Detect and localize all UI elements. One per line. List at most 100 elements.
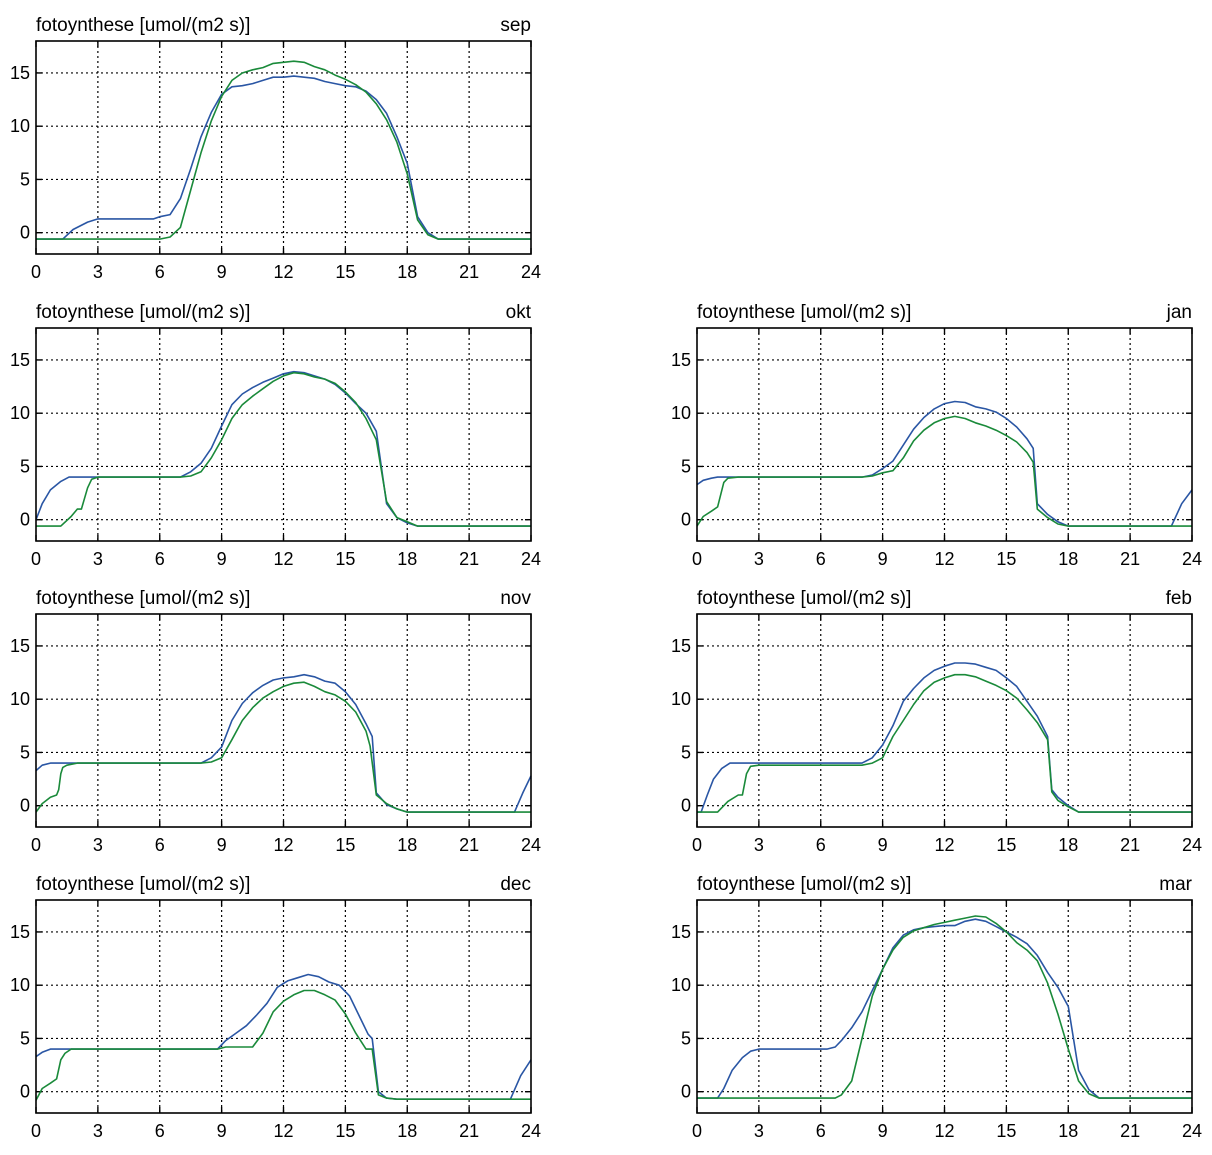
y-tick-label: 15 xyxy=(10,350,30,370)
x-tick-label: 18 xyxy=(1058,835,1078,855)
series-line-2 xyxy=(35,681,531,813)
panel-month-label: jan xyxy=(1166,302,1192,323)
series-line-2 xyxy=(697,915,1192,1099)
x-tick-label: 21 xyxy=(459,549,479,569)
x-tick-label: 12 xyxy=(273,262,293,282)
x-tick-label: 18 xyxy=(1058,1121,1078,1141)
x-tick-label: 9 xyxy=(217,549,227,569)
y-axis-label: fotoynthese [umol/(m2 s)] xyxy=(697,588,911,609)
series-line-1 xyxy=(697,918,1192,1099)
x-tick-label: 21 xyxy=(459,835,479,855)
y-axis-label: fotoynthese [umol/(m2 s)] xyxy=(36,588,250,609)
y-tick-label: 5 xyxy=(20,456,30,476)
chart-panel-feb: fotoynthese [umol/(m2 s)] feb 0 3 6 9 12 15 18 21… xyxy=(671,588,1202,855)
x-tick-label: 9 xyxy=(217,1121,227,1141)
y-tick-label: 5 xyxy=(681,1028,691,1048)
chart-panel-sep: fotoynthese [umol/(m2 s)] sep 0 3 6 9 12 15 18 21… xyxy=(10,15,541,282)
plot-frame xyxy=(35,40,532,255)
x-tick-label: 15 xyxy=(335,549,355,569)
x-tick-label: 9 xyxy=(217,262,227,282)
y-tick-label: 15 xyxy=(671,922,691,942)
y-axis-label: fotoynthese [umol/(m2 s)] xyxy=(697,874,911,895)
x-tick-label: 15 xyxy=(335,1121,355,1141)
series-line-2 xyxy=(36,371,531,527)
y-tick-label: 10 xyxy=(671,975,691,995)
plot-frame xyxy=(35,327,532,542)
x-tick-label: 21 xyxy=(1120,835,1140,855)
x-tick-label: 6 xyxy=(155,262,165,282)
panel-month-label: feb xyxy=(1166,588,1192,609)
y-tick-label: 15 xyxy=(671,636,691,656)
y-tick-label: 10 xyxy=(10,689,30,709)
plot-frame xyxy=(696,613,1193,828)
plot-frame xyxy=(35,899,532,1114)
x-tick-label: 15 xyxy=(335,262,355,282)
y-tick-label: 0 xyxy=(20,510,30,530)
x-tick-label: 15 xyxy=(996,549,1016,569)
y-tick-label: 10 xyxy=(10,975,30,995)
x-tick-label: 3 xyxy=(93,1121,103,1141)
x-tick-label: 9 xyxy=(878,835,888,855)
y-tick-label: 0 xyxy=(20,1082,30,1102)
chart-panel-nov: fotoynthese [umol/(m2 s)] nov 0 3 6 9 12 15 18 21… xyxy=(10,588,541,855)
x-tick-label: 21 xyxy=(1120,549,1140,569)
x-tick-label: 21 xyxy=(459,1121,479,1141)
x-tick-label: 6 xyxy=(155,835,165,855)
x-tick-label: 0 xyxy=(31,262,41,282)
y-axis-label: fotoynthese [umol/(m2 s)] xyxy=(697,302,911,323)
series-line-1 xyxy=(697,662,1192,813)
y-tick-label: 10 xyxy=(10,116,30,136)
series-line-1 xyxy=(36,75,531,240)
x-tick-label: 12 xyxy=(273,549,293,569)
x-tick-label: 21 xyxy=(459,262,479,282)
y-tick-label: 15 xyxy=(671,350,691,370)
series-line-2 xyxy=(696,415,1192,527)
panel-month-label: dec xyxy=(500,874,531,895)
x-tick-label: 24 xyxy=(1182,549,1202,569)
x-tick-label: 12 xyxy=(273,1121,293,1141)
x-tick-label: 24 xyxy=(521,1121,541,1141)
panel-month-label: okt xyxy=(506,302,532,323)
series-line-2 xyxy=(697,673,1192,813)
y-tick-label: 5 xyxy=(20,1028,30,1048)
x-tick-label: 9 xyxy=(878,1121,888,1141)
x-tick-label: 18 xyxy=(397,835,417,855)
x-tick-label: 18 xyxy=(397,1121,417,1141)
x-tick-label: 15 xyxy=(335,835,355,855)
x-tick-label: 18 xyxy=(397,549,417,569)
y-tick-label: 15 xyxy=(10,922,30,942)
y-tick-label: 10 xyxy=(10,403,30,423)
panel-month-label: nov xyxy=(500,588,531,609)
x-tick-label: 6 xyxy=(816,1121,826,1141)
y-tick-label: 0 xyxy=(681,1082,691,1102)
x-tick-label: 6 xyxy=(155,1121,165,1141)
x-tick-label: 6 xyxy=(816,835,826,855)
chart-panel-mar: fotoynthese [umol/(m2 s)] mar 0 3 6 9 12 15 18 21… xyxy=(671,874,1202,1141)
y-tick-label: 0 xyxy=(20,223,30,243)
y-tick-label: 5 xyxy=(20,169,30,189)
x-tick-label: 24 xyxy=(521,835,541,855)
y-tick-label: 5 xyxy=(20,742,30,762)
x-tick-label: 12 xyxy=(273,835,293,855)
plot-frame xyxy=(696,899,1193,1114)
y-tick-label: 0 xyxy=(681,796,691,816)
x-tick-label: 18 xyxy=(1058,549,1078,569)
y-tick-label: 0 xyxy=(681,510,691,530)
x-tick-label: 9 xyxy=(878,549,888,569)
x-tick-label: 0 xyxy=(31,1121,41,1141)
x-tick-label: 12 xyxy=(934,1121,954,1141)
x-tick-label: 6 xyxy=(155,549,165,569)
x-tick-label: 24 xyxy=(1182,835,1202,855)
x-tick-label: 0 xyxy=(31,549,41,569)
y-tick-label: 5 xyxy=(681,456,691,476)
x-tick-label: 3 xyxy=(93,835,103,855)
x-tick-label: 0 xyxy=(692,1121,702,1141)
y-tick-label: 0 xyxy=(20,796,30,816)
series-line-2 xyxy=(35,989,531,1101)
chart-panel-jan: fotoynthese [umol/(m2 s)] jan 0 3 6 9 12 15 18 21… xyxy=(671,302,1202,569)
y-axis-label: fotoynthese [umol/(m2 s)] xyxy=(36,15,250,36)
y-tick-label: 10 xyxy=(671,689,691,709)
x-tick-label: 0 xyxy=(692,835,702,855)
panel-month-label: sep xyxy=(500,15,531,36)
